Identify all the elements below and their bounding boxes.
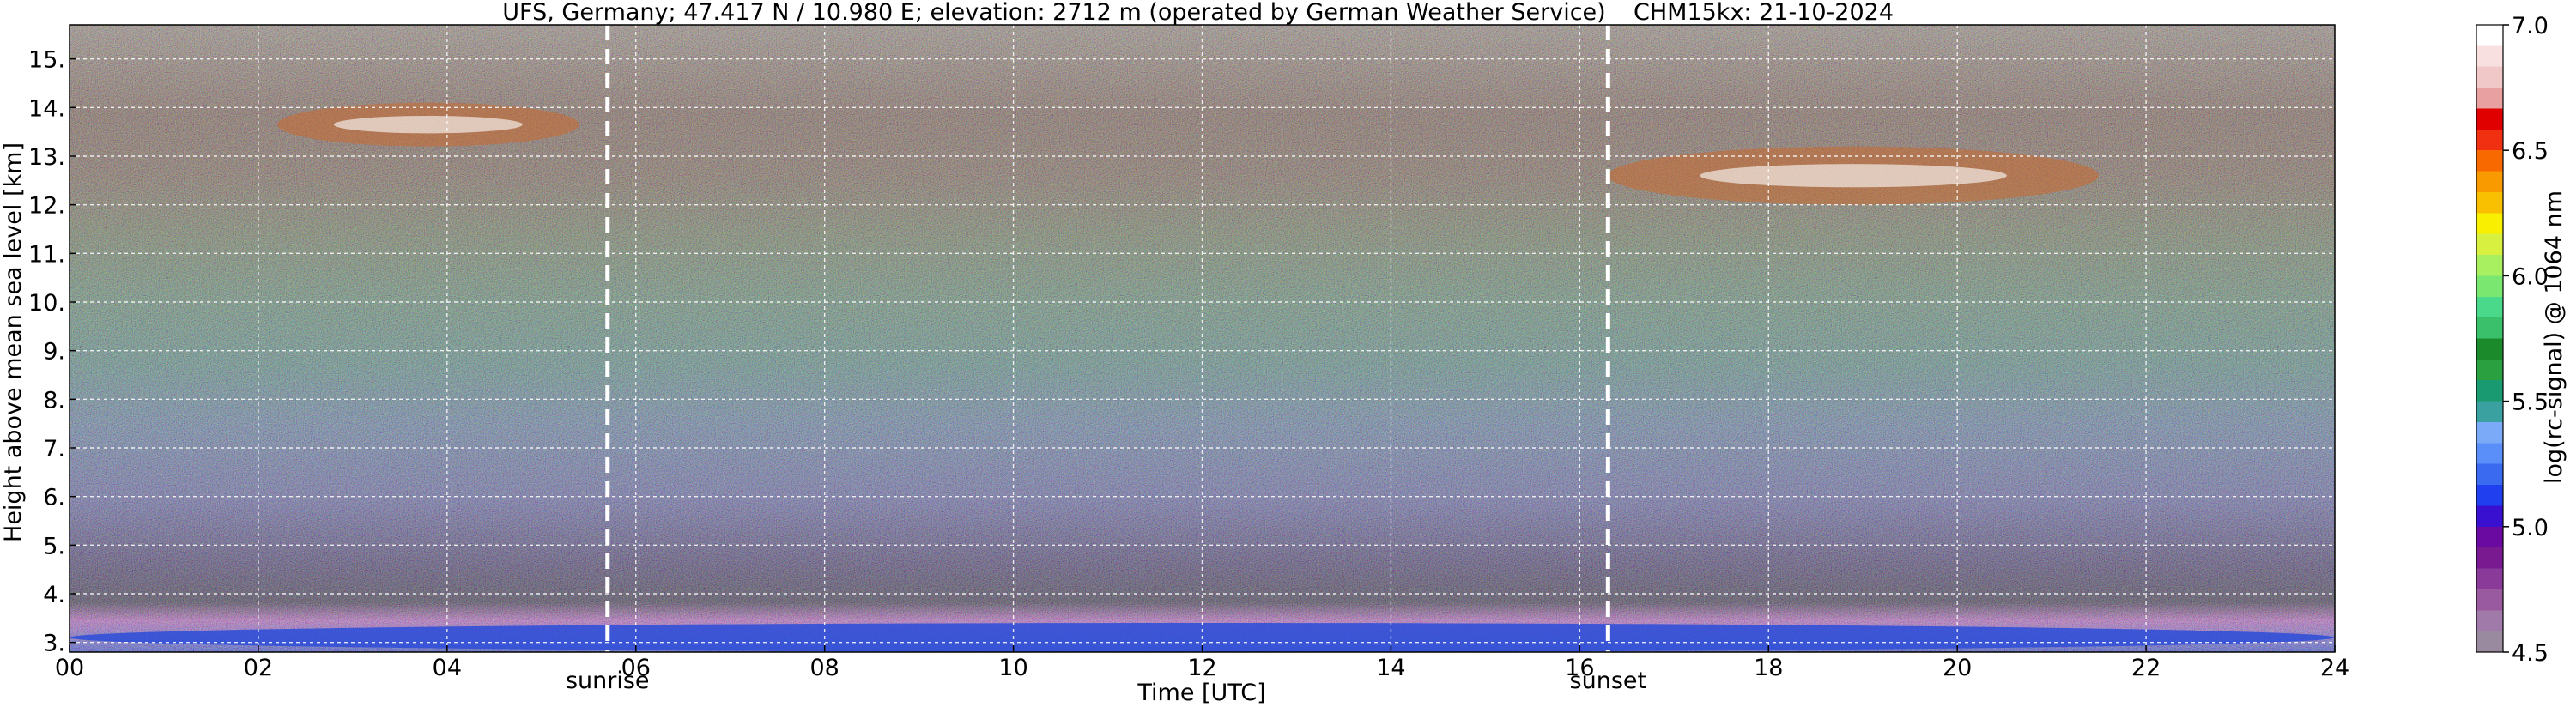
- y-tick-label: 15.: [28, 47, 65, 74]
- feature-core-cirrus-cloud-morning: [333, 115, 523, 134]
- y-tick-label: 13.: [28, 144, 65, 171]
- x-tick-label: 22: [2131, 655, 2161, 681]
- chart-title: UFS, Germany; 47.417 N / 10.980 E; eleva…: [502, 0, 1605, 26]
- y-tick-label: 8.: [43, 387, 65, 414]
- x-tick-label: 12: [1187, 655, 1216, 681]
- marker-labels: sunrise sunset: [566, 668, 1646, 694]
- y-tick-label: 4.: [43, 582, 65, 608]
- marker-label-sunset: sunset: [1570, 668, 1647, 694]
- y-axis-ticks: 3. 4. 5. 6. 7. 8. 9. 10. 11. 12. 13. 14. 15.: [28, 47, 76, 657]
- sun-markers: [605, 25, 1610, 652]
- x-tick-label: 08: [809, 655, 839, 681]
- x-tick-label: 16: [1565, 655, 1594, 681]
- x-tick-label: 04: [433, 655, 462, 681]
- y-tick-label: 9.: [43, 339, 65, 366]
- y-tick-label: 7.: [43, 436, 65, 462]
- marker-label-sunrise: sunrise: [566, 668, 650, 694]
- x-tick-label: 14: [1376, 655, 1405, 681]
- x-tick-label: 06: [621, 655, 651, 681]
- colorbar-tick-label: 7.0: [2512, 13, 2549, 39]
- y-tick-label: 12.: [28, 193, 65, 220]
- colorbar: 4.5 5.0 5.5 6.0 6.5 7.0 log(rc-signal) @ 1064…: [2476, 13, 2567, 667]
- y-tick-label: 3.: [43, 631, 65, 657]
- y-tick-label: 14.: [28, 95, 65, 122]
- x-tick-label: 00: [55, 655, 84, 681]
- x-tick-label: 18: [1754, 655, 1783, 681]
- y-tick-label: 6.: [43, 485, 65, 511]
- y-tick-label: 10.: [28, 290, 65, 317]
- feature-core-cirrus-cloud-evening: [1700, 164, 2007, 188]
- colorbar-tick-label: 6.0: [2512, 263, 2549, 290]
- x-tick-label: 24: [2320, 655, 2349, 681]
- x-axis-label: Time [UTC]: [1136, 680, 1265, 706]
- y-tick-label: 11.: [28, 241, 65, 268]
- x-axis-ticks: 00 02 04 06 08 10 12 14 16 18 20 22 24: [55, 645, 2349, 681]
- colorbar-scale: [2476, 24, 2504, 653]
- colorbar-tick-label: 4.5: [2512, 640, 2549, 667]
- colorbar-tick-label: 5.5: [2512, 390, 2549, 416]
- colorbar-ticks: 4.5 5.0 5.5 6.0 6.5 7.0: [2503, 13, 2549, 667]
- y-tick-label: 5.: [43, 533, 65, 559]
- x-tick-label: 10: [998, 655, 1027, 681]
- x-tick-label: 02: [244, 655, 273, 681]
- instrument-date: CHM15kx: 21-10-2024: [1633, 0, 1894, 26]
- colorbar-label: log(rc-signal) @ 1064 nm: [2541, 190, 2567, 484]
- x-tick-label: 20: [1943, 655, 1972, 681]
- colorbar-tick-label: 6.5: [2512, 138, 2549, 165]
- plot-area: [69, 24, 2336, 653]
- grid-lines: [70, 25, 2335, 652]
- y-axis-label: Height above mean sea level [km]: [0, 142, 27, 542]
- colorbar-tick-label: 5.0: [2512, 515, 2549, 541]
